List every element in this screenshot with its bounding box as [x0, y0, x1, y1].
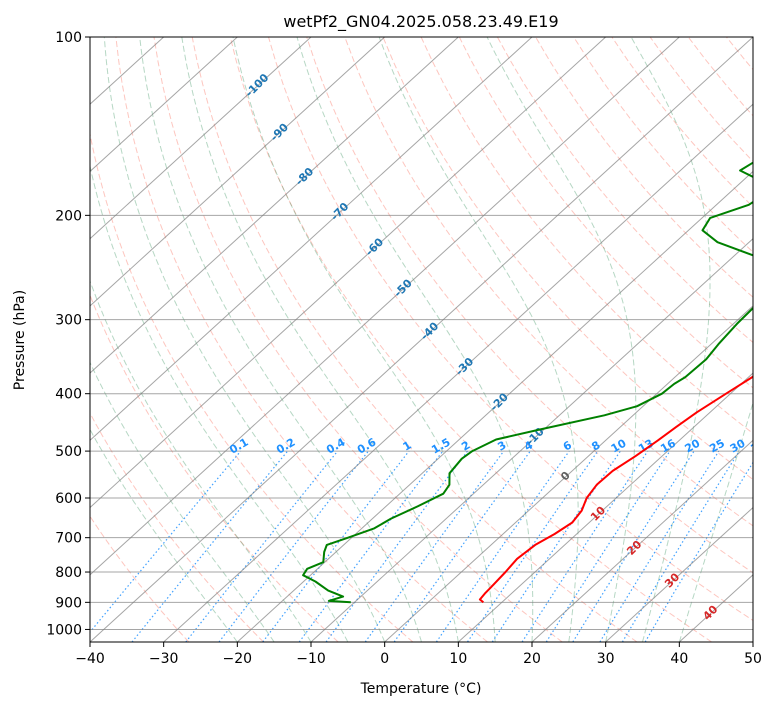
y-tick-label: 1000	[46, 622, 82, 638]
dry-adiabat-line	[306, 37, 753, 574]
isotherm-line	[163, 103, 753, 642]
isotherm-line	[90, 37, 607, 509]
isotherm-line	[90, 37, 386, 307]
y-tick-label: 900	[55, 595, 82, 611]
mixing-ratio-line	[521, 450, 649, 642]
dry-adiabat-line	[496, 37, 753, 344]
isotherm-line	[457, 372, 753, 642]
x-tick-label: 40	[670, 651, 688, 667]
dry-adiabat-line	[458, 37, 753, 389]
mixing-ratio-line	[262, 450, 410, 642]
mixing-ratio-line	[572, 450, 695, 642]
plot-frame	[89, 36, 754, 643]
x-tick-label: −40	[75, 651, 105, 667]
moist-adiabat-line	[486, 37, 637, 642]
mixing-ratio-line	[298, 450, 444, 642]
dry-adiabat-line	[90, 515, 190, 642]
moist-adiabat-line	[378, 37, 579, 642]
isotherm-line	[90, 37, 238, 173]
x-tick-label: 20	[523, 651, 541, 667]
moist-adiabat-line	[678, 401, 753, 642]
y-axis-title: Pressure (hPa)	[12, 290, 28, 390]
dry-adiabat-line	[153, 37, 563, 642]
x-tick-label: 10	[449, 651, 467, 667]
mixing-ratio-line	[491, 450, 621, 642]
moist-adiabat-line	[296, 37, 534, 642]
mixing-ratio-line	[90, 450, 242, 633]
isotherm-line	[384, 305, 753, 642]
y-tick-label: 800	[55, 565, 82, 581]
isotherm-line	[90, 37, 533, 442]
y-tick-label: 600	[55, 491, 82, 507]
isotherm-line	[90, 37, 312, 240]
dry-adiabat-line	[90, 293, 339, 642]
isotherm-line	[531, 439, 753, 642]
temperature-profile-line	[478, 375, 753, 604]
x-tick-label: 50	[744, 651, 762, 667]
chart-title: wetPf2_GN04.2025.058.23.49.E19	[283, 12, 558, 32]
isotherm-line	[90, 37, 753, 642]
x-tick-label: −20	[223, 651, 253, 667]
dry-adiabat-line	[535, 37, 753, 298]
x-axis-title: Temperature (°C)	[360, 681, 482, 697]
dry-adiabat-line	[268, 37, 753, 622]
x-tick-label: 30	[597, 651, 615, 667]
mixing-ratio-label: 36	[748, 436, 768, 455]
moist-adiabat-line	[139, 37, 422, 642]
isotherm-line	[236, 170, 753, 642]
mixing-ratio-line	[545, 450, 671, 642]
y-tick-label: 100	[55, 30, 82, 46]
y-tick-label: 500	[55, 444, 82, 460]
mixing-ratio-line	[364, 450, 505, 642]
dry-adiabat-line	[115, 37, 488, 642]
mixing-ratio-line	[131, 450, 289, 642]
moist-adiabat-line	[181, 37, 459, 642]
y-tick-label: 300	[55, 313, 82, 329]
x-tick-label: −30	[149, 651, 179, 667]
dry-adiabat-line	[90, 412, 264, 642]
x-tick-label: −10	[296, 651, 326, 667]
mixing-ratio-line	[185, 450, 339, 642]
mixing-ratio-line	[621, 450, 740, 642]
mixing-ratio-line	[466, 450, 599, 642]
y-tick-label: 200	[55, 208, 82, 224]
isotherm-line	[90, 37, 680, 576]
mixing-ratio-line	[325, 450, 468, 642]
isotherm-line	[310, 237, 753, 642]
moist-adiabat-line	[90, 428, 238, 642]
moist-adiabat-line	[90, 163, 349, 642]
dewpoint-profile-line	[302, 161, 753, 604]
isotherm-line	[605, 506, 753, 642]
y-tick-label: 700	[55, 531, 82, 547]
moist-adiabat-line	[90, 361, 275, 642]
y-tick-label: 400	[55, 387, 82, 403]
isotherm-line	[90, 37, 459, 374]
mixing-ratio-line	[435, 450, 570, 642]
x-tick-label: 0	[380, 651, 389, 667]
moist-adiabat-line	[103, 37, 386, 642]
